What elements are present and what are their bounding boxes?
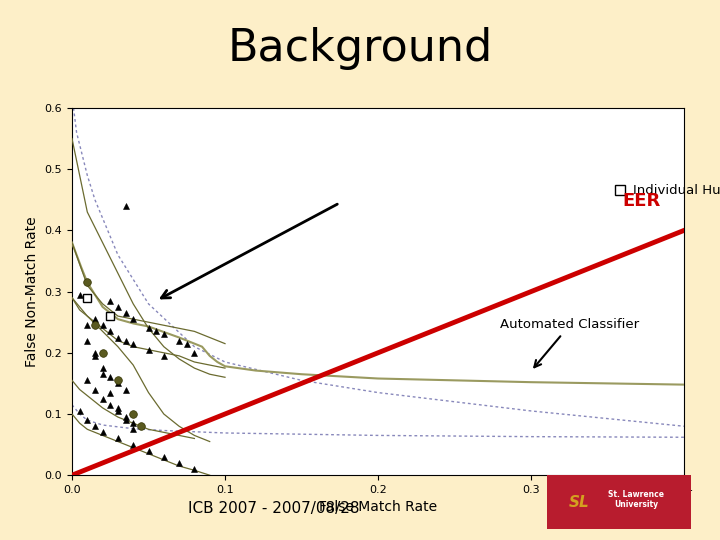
Text: St. Lawrence
University: St. Lawrence University — [608, 490, 665, 509]
Text: Automated Classifier: Automated Classifier — [500, 318, 639, 367]
X-axis label: False Match Rate: False Match Rate — [319, 501, 437, 515]
Y-axis label: False Non-Match Rate: False Non-Match Rate — [25, 217, 39, 367]
Legend: Individual Humans: Individual Humans — [606, 179, 720, 202]
Text: ICB 2007 - 2007/08/28: ICB 2007 - 2007/08/28 — [188, 501, 359, 516]
Text: Background: Background — [228, 27, 492, 70]
Text: EER: EER — [623, 192, 661, 210]
Text: SL: SL — [569, 495, 589, 510]
